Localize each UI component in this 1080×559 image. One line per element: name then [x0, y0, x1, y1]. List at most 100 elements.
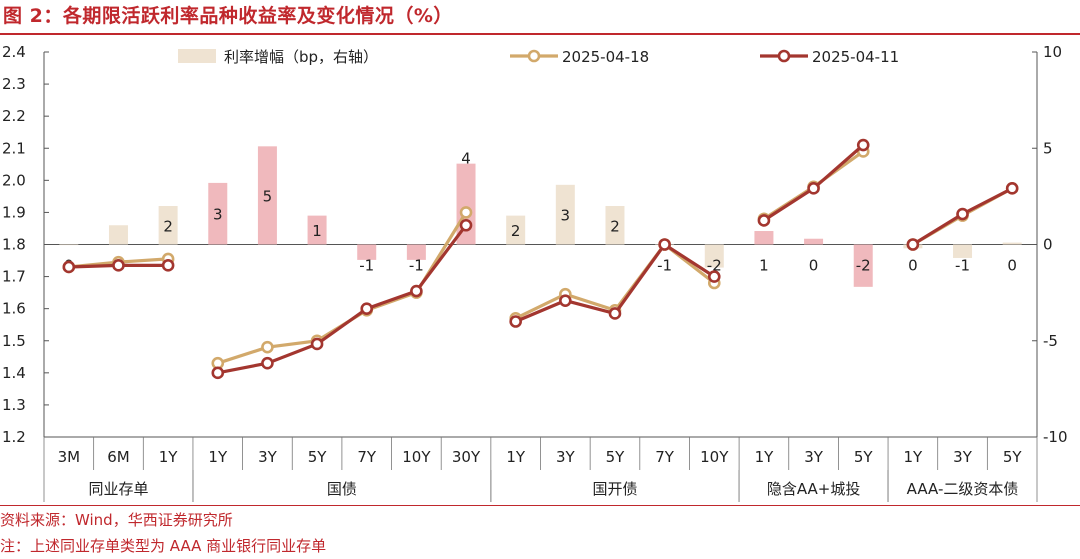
- bar-bp-change: [208, 182, 228, 245]
- category-label: 30Y: [452, 448, 481, 466]
- series-2025-04-11-marker: [410, 284, 423, 298]
- legend-line2-marker: [777, 49, 791, 63]
- bar-bp-change: [59, 244, 79, 246]
- series-2025-04-18-line: [217, 211, 468, 365]
- category-label: 3Y: [953, 448, 973, 466]
- series-2025-04-11-line: [217, 224, 468, 375]
- left-tick-label: 1.8: [2, 236, 26, 254]
- bar-bp-change: [605, 206, 625, 245]
- chart-title: 图 2：各期限活跃利率品种收益率及变化情况（%）: [3, 5, 453, 27]
- category-label: 5Y: [606, 448, 626, 466]
- left-tick-label: 1.3: [2, 396, 26, 414]
- series-2025-04-18-marker: [459, 206, 473, 219]
- left-tick-label: 1.6: [2, 300, 26, 318]
- series-2025-04-11-marker: [310, 337, 324, 351]
- series-2025-04-11-marker: [757, 214, 771, 227]
- right-tick-label: -10: [1043, 428, 1068, 446]
- bar-bp-change: [307, 215, 327, 245]
- series-2025-04-18-marker: [261, 340, 274, 354]
- bar-bp-change: [804, 238, 824, 245]
- series-2025-04-11-marker: [1005, 182, 1019, 195]
- left-tick-label: 1.7: [2, 268, 26, 286]
- bar-value-label: 1: [312, 222, 322, 240]
- title-divider: [0, 33, 1080, 35]
- series-2025-04-11-marker: [261, 356, 274, 370]
- category-label: 3Y: [556, 448, 576, 466]
- group-label: 同业存单: [88, 480, 148, 498]
- footer-divider: [0, 505, 1080, 506]
- left-tick-label: 1.4: [2, 364, 26, 382]
- series-2025-04-11-marker: [161, 259, 175, 272]
- bar-bp-change: [108, 225, 128, 245]
- bar-value-label: -1: [409, 257, 424, 275]
- bar-bp-change: [158, 206, 178, 245]
- bar-bp-change: [406, 244, 426, 260]
- group-label: 国债: [327, 480, 357, 498]
- left-tick-label: 1.9: [2, 203, 26, 221]
- group-label: AAA-二级资本债: [907, 480, 1019, 498]
- category-label: 10Y: [402, 448, 431, 466]
- bar-value-label: 3: [213, 206, 223, 224]
- category-label: 10Y: [700, 448, 729, 466]
- group-label: 国开债: [592, 480, 637, 498]
- category-label: 3Y: [804, 448, 824, 466]
- series-2025-04-11-marker: [906, 238, 920, 251]
- series-2025-04-11-marker: [559, 294, 572, 307]
- legend-line2-label: 2025-04-11: [812, 48, 899, 66]
- bar-value-label: 1: [759, 257, 769, 275]
- bar-value-label: 0: [809, 257, 819, 275]
- left-tick-label: 2.4: [2, 43, 26, 61]
- legend-bar-swatch: [178, 49, 216, 63]
- bar-bp-change: [257, 146, 277, 245]
- bar-value-label: 2: [511, 222, 521, 240]
- category-label: 7Y: [357, 448, 377, 466]
- bar-value-label: 4: [461, 150, 471, 168]
- bar-value-label: -2: [856, 257, 871, 275]
- bar-bp-change: [754, 231, 774, 245]
- footnote: 注：上述同业存单类型为 AAA 商业银行同业存单: [0, 537, 327, 555]
- category-label: 1Y: [755, 448, 775, 466]
- category-label: 1Y: [506, 448, 526, 466]
- bar-value-label: 0: [908, 257, 918, 275]
- source-note: 资料来源：Wind，华西证券研究所: [0, 511, 233, 529]
- right-tick-label: -5: [1043, 332, 1058, 350]
- bar-value-label: -1: [955, 257, 970, 275]
- bar-bp-change: [357, 244, 377, 260]
- bar-value-label: 2: [163, 217, 173, 235]
- series-2025-04-11-marker: [956, 207, 969, 221]
- category-label: 1Y: [904, 448, 924, 466]
- category-label: 3Y: [258, 448, 278, 466]
- category-label: 6M: [107, 448, 130, 466]
- category-label: 1Y: [208, 448, 228, 466]
- bar-value-label: -1: [657, 257, 672, 275]
- series-2025-04-11-marker: [707, 270, 721, 283]
- series-2025-04-11-marker: [608, 307, 622, 320]
- bar-bp-change: [853, 244, 873, 287]
- legend-line1-marker: [527, 49, 541, 63]
- category-label: 5Y: [854, 448, 874, 466]
- left-tick-label: 1.5: [2, 332, 26, 350]
- bar-bp-change: [704, 244, 724, 268]
- bar-value-label: 3: [561, 207, 571, 225]
- category-label: 7Y: [655, 448, 675, 466]
- series-2025-04-11-marker: [62, 260, 76, 274]
- category-label: 3M: [58, 448, 81, 466]
- right-tick-label: 0: [1043, 236, 1053, 254]
- group-label: 隐含AA+城投: [767, 480, 861, 498]
- bar-value-label: 2: [610, 217, 620, 235]
- series-2025-04-11-marker: [856, 138, 870, 152]
- category-label: 1Y: [159, 448, 179, 466]
- series-2025-04-11-marker: [509, 315, 522, 328]
- chart-canvas: 1.2 1.3 1.4 1.5 1.6 1.7 1.8 1.9 2.0 2.1 2.2 2.3 2.4 -…: [2, 43, 1068, 502]
- category-label: 5Y: [1003, 448, 1023, 466]
- bar-value-label: -2: [707, 257, 722, 275]
- legend-line1-label: 2025-04-18: [562, 48, 649, 66]
- bar-value-label: 0: [1007, 257, 1017, 275]
- left-tick-label: 2.1: [2, 139, 26, 157]
- series-2025-04-11-marker: [112, 259, 125, 272]
- left-tick-label: 2.2: [2, 107, 26, 125]
- series-2025-04-11-marker: [807, 182, 820, 195]
- series-2025-04-11-marker: [211, 366, 225, 380]
- bar-value-label: -1: [359, 257, 374, 275]
- left-tick-label: 2.0: [2, 171, 26, 189]
